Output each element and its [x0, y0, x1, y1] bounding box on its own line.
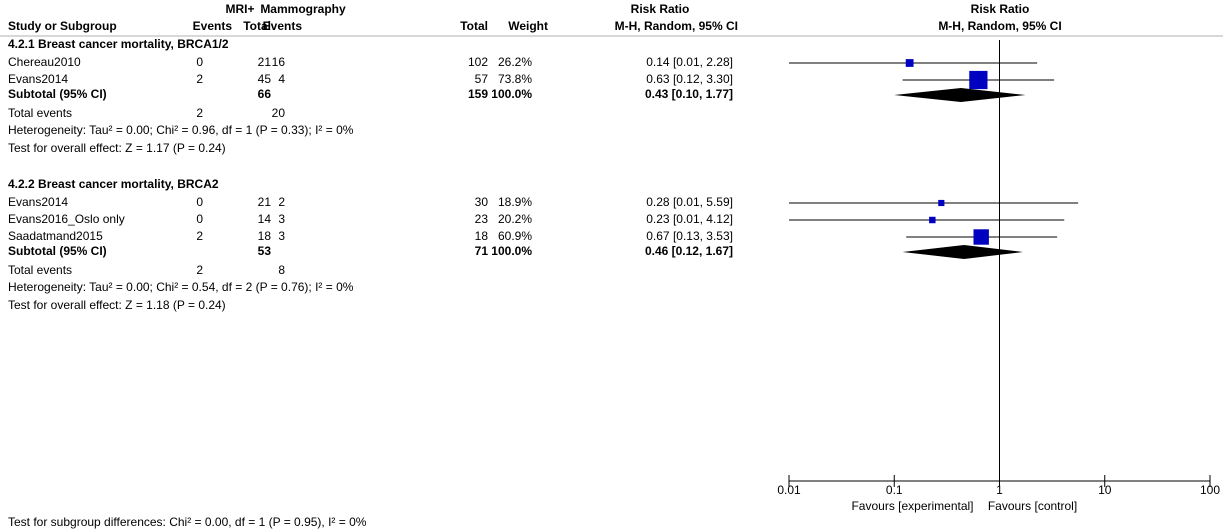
study-cell: 73.8% [498, 72, 532, 86]
column-header: Study or Subgroup [8, 19, 117, 33]
study-name: Chereau2010 [8, 55, 81, 69]
heterogeneity: Heterogeneity: Tau² = 0.00; Chi² = 0.96,… [8, 123, 354, 137]
heterogeneity: Heterogeneity: Tau² = 0.00; Chi² = 0.54,… [8, 280, 354, 294]
favours-left: Favours [experimental] [851, 499, 973, 513]
study-cell: 0.63 [0.12, 3.30] [646, 72, 733, 86]
total-events-label: Total events [8, 263, 72, 277]
subgroup-title: 4.2.1 Breast cancer mortality, BRCA1/2 [8, 37, 229, 51]
total-events-label: Total events [8, 106, 72, 120]
x-tick-label: 100 [1200, 483, 1220, 497]
subtotal-label: Subtotal (95% CI) [8, 244, 107, 258]
group1-header: MRI+ [225, 2, 254, 16]
study-marker [973, 229, 989, 245]
total-events-cell: 20 [272, 106, 286, 120]
subgroup-differences: Test for subgroup differences: Chi² = 0.… [8, 515, 367, 529]
study-cell: 0.23 [0.01, 4.12] [646, 212, 733, 226]
study-cell: 0 [196, 212, 203, 226]
x-tick-label: 10 [1098, 483, 1112, 497]
study-name: Evans2014 [8, 72, 68, 86]
study-cell: 21 [258, 55, 272, 69]
x-tick-label: 0.1 [886, 483, 903, 497]
study-cell: 102 [468, 55, 488, 69]
study-cell: 4 [278, 72, 285, 86]
total-events-cell: 2 [196, 263, 203, 277]
study-cell: 57 [475, 72, 489, 86]
study-marker [929, 216, 936, 224]
subtotal-cell: 0.46 [0.12, 1.67] [645, 244, 733, 258]
group2-header: Mammography [260, 2, 346, 16]
subtotal-cell: 0.43 [0.10, 1.77] [645, 87, 733, 101]
study-name: Saadatmand2015 [8, 229, 103, 243]
study-marker [969, 70, 988, 90]
column-header: Events [193, 19, 233, 33]
study-cell: 20.2% [498, 212, 532, 226]
effect-header: Risk Ratio [631, 2, 690, 16]
subtotal-label: Subtotal (95% CI) [8, 87, 107, 101]
subgroup-title: 4.2.2 Breast cancer mortality, BRCA2 [8, 177, 219, 191]
study-cell: 0.28 [0.01, 5.59] [646, 195, 733, 209]
study-cell: 2 [196, 229, 203, 243]
study-cell: 0 [196, 195, 203, 209]
study-cell: 0.14 [0.01, 2.28] [646, 55, 733, 69]
subtotal-cell: 100.0% [491, 244, 532, 258]
study-cell: 0 [196, 55, 203, 69]
study-name: Evans2014 [8, 195, 68, 209]
study-cell: 60.9% [498, 229, 532, 243]
study-cell: 14 [258, 212, 272, 226]
study-cell: 2 [196, 72, 203, 86]
overall-effect: Test for overall effect: Z = 1.17 (P = 0… [8, 141, 226, 155]
study-cell: 23 [475, 212, 489, 226]
subtotal-cell: 71 [475, 244, 489, 258]
study-cell: 2 [278, 195, 285, 209]
column-header: Total [460, 19, 488, 33]
subtotal-diamond [894, 88, 1026, 102]
x-tick-label: 1 [996, 483, 1003, 497]
study-cell: 21 [258, 195, 272, 209]
column-header: M-H, Random, 95% CI [615, 19, 738, 33]
study-name: Evans2016_Oslo only [8, 212, 125, 226]
study-cell: 30 [475, 195, 489, 209]
column-header: M-H, Random, 95% CI [938, 19, 1061, 33]
subtotal-diamond [902, 245, 1023, 259]
study-cell: 45 [258, 72, 272, 86]
study-marker [905, 59, 914, 67]
subtotal-cell: 66 [258, 87, 272, 101]
total-events-cell: 8 [278, 263, 285, 277]
column-header: Total [243, 19, 271, 33]
study-cell: 3 [278, 229, 285, 243]
subtotal-cell: 159 [468, 87, 488, 101]
subtotal-cell: 53 [258, 244, 272, 258]
subtotal-cell: 100.0% [491, 87, 532, 101]
plot-header: Risk Ratio [971, 2, 1030, 16]
x-tick-label: 0.01 [777, 483, 801, 497]
overall-effect: Test for overall effect: Z = 1.18 (P = 0… [8, 298, 226, 312]
study-cell: 26.2% [498, 55, 532, 69]
total-events-cell: 2 [196, 106, 203, 120]
study-cell: 3 [278, 212, 285, 226]
column-header: Weight [508, 19, 548, 33]
study-cell: 18 [258, 229, 272, 243]
column-header: Events [263, 19, 303, 33]
study-cell: 18.9% [498, 195, 532, 209]
study-cell: 16 [272, 55, 286, 69]
favours-right: Favours [control] [988, 499, 1077, 513]
study-marker [938, 199, 945, 207]
study-cell: 0.67 [0.13, 3.53] [646, 229, 733, 243]
study-cell: 18 [475, 229, 489, 243]
